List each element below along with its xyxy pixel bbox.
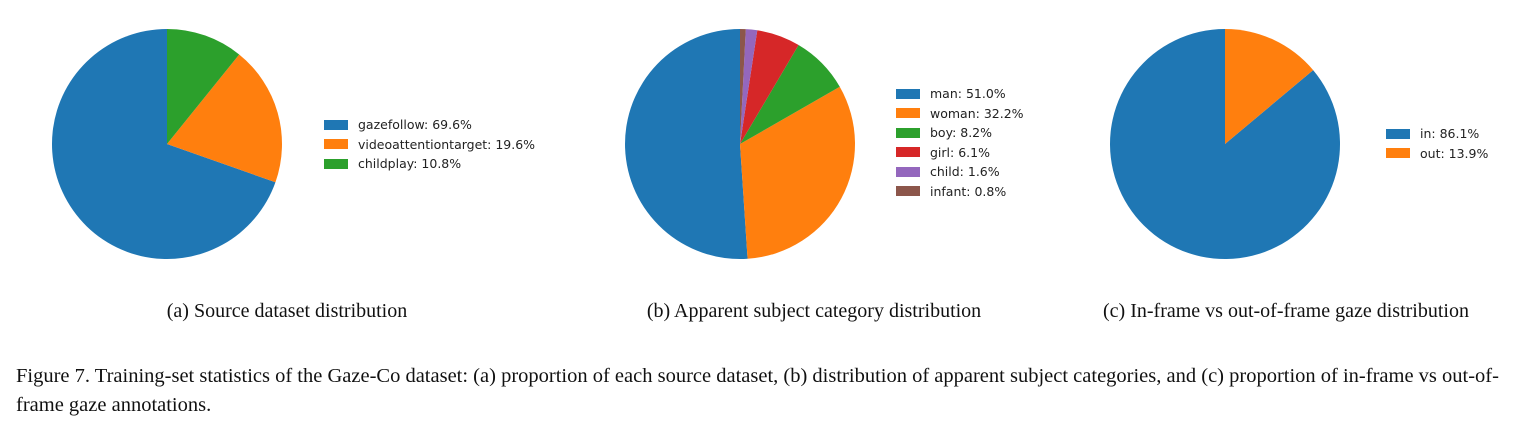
- pie-chart-a: [51, 29, 282, 259]
- legend-swatch-b-0: [896, 88, 920, 99]
- legend-label-b-0: man: 51.0%: [930, 86, 1006, 102]
- pie-chart-c: [1110, 29, 1341, 259]
- legend-swatch-a-1: [324, 139, 348, 150]
- chart-panel-c: in: 86.1% out: 13.9%: [1060, 0, 1519, 300]
- pie-slice-a-1: [167, 54, 282, 183]
- legend-item-b-5: infant: 0.8%: [896, 182, 1024, 202]
- legend-item-c-0: in: 86.1%: [1386, 124, 1488, 144]
- chart-panel-b: man: 51.0% woman: 32.2% boy: 8.2% girl: 6.1…: [560, 0, 1060, 300]
- legend-label-b-3: girl: 6.1%: [930, 144, 990, 160]
- legend-swatch-b-5: [896, 186, 920, 197]
- legend-swatch-a-2: [324, 158, 348, 169]
- legend-b: man: 51.0% woman: 32.2% boy: 8.2% girl: 6.1…: [896, 84, 1024, 201]
- legend-item-a-1: videoattentiontarget: 19.6%: [324, 135, 535, 155]
- legend-item-a-0: gazefollow: 69.6%: [324, 115, 535, 135]
- caption-c: (c) In-frame vs out-of-frame gaze distri…: [1103, 300, 1469, 322]
- pie-slice-b-2: [740, 45, 840, 144]
- legend-label-c-0: in: 86.1%: [1420, 126, 1480, 142]
- pie-slice-a-2: [167, 29, 240, 144]
- pie-slice-b-3: [740, 30, 799, 145]
- legend-c: in: 86.1% out: 13.9%: [1386, 124, 1488, 163]
- legend-item-b-3: girl: 6.1%: [896, 143, 1024, 163]
- pie-slice-b-0: [625, 29, 748, 259]
- legend-label-b-4: child: 1.6%: [930, 164, 1000, 180]
- legend-label-a-2: childplay: 10.8%: [358, 156, 462, 172]
- legend-item-b-4: child: 1.6%: [896, 162, 1024, 182]
- pie-chart-b: [625, 29, 855, 259]
- legend-label-b-1: woman: 32.2%: [930, 105, 1024, 121]
- pie-slice-b-4: [740, 29, 758, 144]
- pie-slice-b-1: [740, 86, 855, 259]
- legend-swatch-c-0: [1386, 128, 1410, 139]
- legend-item-a-2: childplay: 10.8%: [324, 154, 535, 174]
- legend-swatch-b-2: [896, 127, 920, 138]
- legend-swatch-b-3: [896, 147, 920, 158]
- figure-caption: Figure 7. Training-set statistics of the…: [16, 365, 1499, 416]
- pie-slice-c-1: [1225, 29, 1314, 144]
- legend-item-b-2: boy: 8.2%: [896, 123, 1024, 143]
- caption-b: (b) Apparent subject category distributi…: [646, 300, 982, 322]
- legend-swatch-b-4: [896, 166, 920, 177]
- legend-item-b-1: woman: 32.2%: [896, 104, 1024, 124]
- legend-label-b-2: boy: 8.2%: [930, 125, 993, 141]
- legend-label-c-1: out: 13.9%: [1420, 145, 1489, 161]
- pie-slice-b-5: [740, 29, 746, 144]
- legend-swatch-c-1: [1386, 148, 1410, 159]
- pie-slice-c-0: [1110, 29, 1341, 259]
- legend-swatch-b-1: [896, 108, 920, 119]
- legend-swatch-a-0: [324, 119, 348, 130]
- legend-item-b-0: man: 51.0%: [896, 84, 1024, 104]
- legend-label-a-1: videoattentiontarget: 19.6%: [358, 136, 536, 152]
- legend-label-a-0: gazefollow: 69.6%: [358, 117, 472, 133]
- chart-panel-a: gazefollow: 69.6% videoattentiontarget: 1…: [0, 0, 560, 300]
- legend-item-c-1: out: 13.9%: [1386, 144, 1488, 164]
- caption-a: (a) Source dataset distribution: [166, 300, 408, 322]
- legend-a: gazefollow: 69.6% videoattentiontarget: 1…: [324, 115, 535, 174]
- legend-label-b-5: infant: 0.8%: [930, 183, 1007, 199]
- pie-slice-a-0: [51, 29, 276, 259]
